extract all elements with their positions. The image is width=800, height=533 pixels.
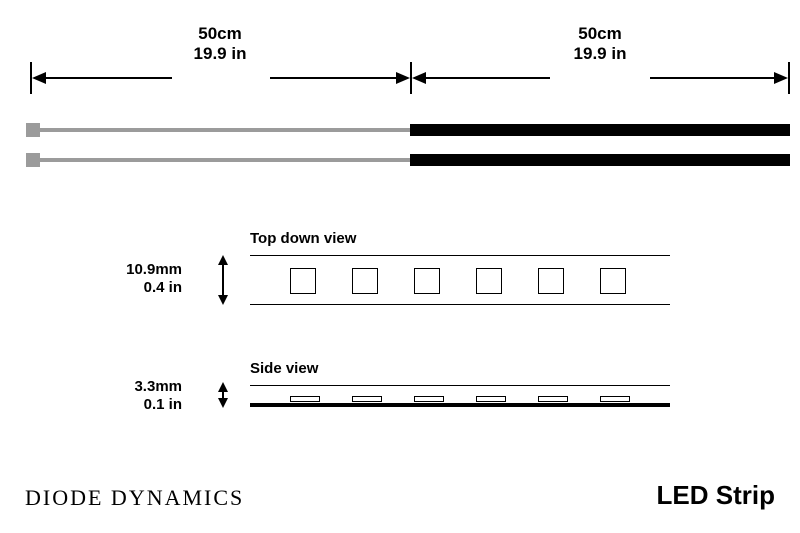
wire-2 bbox=[40, 158, 410, 162]
arrow-down-icon bbox=[218, 295, 228, 305]
wire-1 bbox=[40, 128, 410, 132]
tick-right bbox=[788, 62, 790, 94]
led-flat bbox=[290, 396, 320, 402]
led-square bbox=[352, 268, 378, 294]
wire-length-cm: 50cm bbox=[198, 24, 241, 43]
led-flat bbox=[414, 396, 444, 402]
strip-outline-side bbox=[250, 385, 670, 407]
led-flat bbox=[538, 396, 568, 402]
led-bar-2 bbox=[410, 154, 790, 166]
side-view-title: Side view bbox=[250, 360, 670, 377]
wire-length-in: 19.9 in bbox=[194, 44, 247, 63]
led-bar-1 bbox=[410, 124, 790, 136]
led-square bbox=[476, 268, 502, 294]
connector-2 bbox=[26, 153, 40, 167]
height-label: 3.3mm 0.1 in bbox=[134, 378, 182, 414]
side-view: Side view bbox=[250, 360, 670, 407]
top-down-view: Top down view bbox=[250, 230, 670, 305]
connector-1 bbox=[26, 123, 40, 137]
width-mm: 10.9mm bbox=[126, 261, 182, 278]
led-flat bbox=[600, 396, 630, 402]
led-square bbox=[290, 268, 316, 294]
wire-length-label: 50cm 19.9 in bbox=[30, 24, 410, 65]
height-in: 0.1 in bbox=[144, 396, 182, 413]
arrow-r1 bbox=[396, 72, 410, 84]
arrow-line-1b bbox=[270, 77, 400, 79]
led-square bbox=[600, 268, 626, 294]
product-name: LED Strip bbox=[657, 480, 775, 511]
arrow-r2 bbox=[774, 72, 788, 84]
led-square bbox=[414, 268, 440, 294]
diagram-canvas: 50cm 19.9 in 50cm 19.9 in Top down vi bbox=[0, 0, 800, 533]
width-label: 10.9mm 0.4 in bbox=[126, 261, 182, 297]
led-square bbox=[538, 268, 564, 294]
arrow-down-icon bbox=[218, 398, 228, 408]
arrow-line-2a bbox=[422, 77, 550, 79]
strip-outline-top bbox=[250, 255, 670, 305]
arrow-line-1a bbox=[42, 77, 172, 79]
side-base bbox=[250, 403, 670, 407]
width-in: 0.4 in bbox=[144, 279, 182, 296]
brand-name: DIODE DYNAMICS bbox=[25, 485, 244, 511]
strip-length-label: 50cm 19.9 in bbox=[410, 24, 790, 65]
led-flat bbox=[476, 396, 506, 402]
vdim-line bbox=[222, 263, 224, 297]
arrow-line-2b bbox=[650, 77, 778, 79]
strip-length-in: 19.9 in bbox=[574, 44, 627, 63]
led-flat bbox=[352, 396, 382, 402]
strip-length-cm: 50cm bbox=[578, 24, 621, 43]
top-view-title: Top down view bbox=[250, 230, 670, 247]
height-mm: 3.3mm bbox=[134, 378, 182, 395]
